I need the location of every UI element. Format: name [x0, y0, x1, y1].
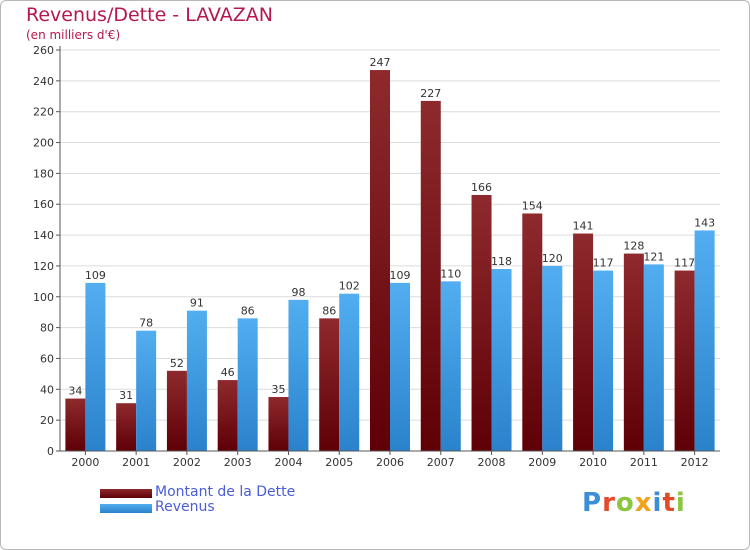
value-label-revenus: 109: [85, 269, 106, 282]
y-tick-label: 60: [40, 352, 54, 365]
x-tick-label: 2005: [325, 456, 353, 469]
value-label-revenus: 91: [190, 297, 204, 310]
bar-dette: [420, 100, 441, 452]
value-label-revenus: 109: [390, 269, 411, 282]
value-label-revenus: 110: [440, 267, 461, 280]
logo-letter: r: [602, 488, 616, 518]
bar-dette: [522, 213, 543, 451]
value-label-dette: 247: [370, 56, 391, 69]
bar-dette: [573, 233, 594, 451]
bar-revenus: [491, 269, 512, 451]
value-label-dette: 128: [623, 240, 644, 253]
value-label-dette: 35: [271, 383, 285, 396]
bar-dette: [166, 370, 187, 451]
x-tick-label: 2000: [71, 456, 99, 469]
x-tick-label: 2006: [376, 456, 404, 469]
bar-revenus: [593, 270, 614, 451]
bar-dette: [370, 70, 390, 452]
value-label-revenus: 143: [694, 216, 715, 229]
value-label-dette: 154: [522, 199, 543, 212]
value-label-dette: 117: [674, 257, 695, 270]
value-label-dette: 141: [573, 220, 594, 233]
bar-revenus: [643, 264, 664, 451]
y-tick-label: 200: [33, 137, 54, 150]
y-tick-label: 220: [33, 106, 54, 119]
value-label-dette: 52: [170, 357, 184, 370]
logo-letter: i: [652, 488, 663, 518]
bar-revenus: [288, 299, 309, 451]
legend-swatch-revenus: [100, 504, 152, 513]
axes: 0 20 40 60 80 100 120 140 160 180 200 220 240 260 2000…: [33, 44, 720, 469]
y-tick-label: 160: [33, 198, 54, 211]
legend-swatch-dette: [100, 489, 152, 498]
legend-label-revenus: Revenus: [155, 499, 215, 515]
value-label-dette: 166: [471, 181, 492, 194]
y-tick-label: 120: [33, 260, 54, 273]
y-tick-label: 140: [33, 229, 54, 242]
x-tick-label: 2012: [681, 456, 709, 469]
x-tick-label: 2009: [528, 456, 556, 469]
y-tick-label: 240: [33, 75, 54, 88]
value-label-dette: 46: [221, 366, 235, 379]
bar-revenus: [440, 281, 461, 451]
bar-revenus: [237, 318, 258, 451]
value-label-revenus: 98: [291, 286, 305, 299]
x-tick-label: 2007: [427, 456, 455, 469]
x-tick-label: 2004: [274, 456, 302, 469]
bar-revenus: [85, 282, 106, 451]
x-tick-label: 2003: [224, 456, 252, 469]
legend-label-dette: Montant de la Dette: [155, 484, 296, 500]
value-label-revenus: 117: [593, 257, 614, 270]
bar-revenus: [136, 330, 157, 451]
chart-title: Revenus/Dette - LAVAZAN: [26, 4, 274, 26]
logo-letter: t: [662, 488, 676, 518]
bar-dette: [674, 270, 695, 451]
bar-dette: [471, 194, 492, 451]
logo-letter: i: [675, 488, 686, 518]
proxiti-logo: Proxiti: [582, 488, 686, 518]
y-tick-label: 180: [33, 167, 54, 180]
logo-letter: P: [582, 488, 603, 518]
x-tick-label: 2001: [122, 456, 150, 469]
bar-dette: [116, 403, 137, 451]
value-label-revenus: 78: [139, 317, 153, 330]
value-label-revenus: 120: [542, 252, 563, 265]
bar-revenus: [694, 230, 715, 451]
y-tick-label: 100: [33, 291, 54, 304]
x-tick-label: 2011: [630, 456, 658, 469]
bar-dette: [65, 398, 86, 451]
value-label-revenus: 102: [339, 280, 360, 293]
bar-dette: [217, 380, 238, 451]
labels: 3410931785291468635988610224710922711016…: [68, 56, 715, 402]
value-label-dette: 86: [322, 304, 336, 317]
value-label-revenus: 118: [491, 255, 512, 268]
chart-subtitle: (en milliers d'€): [26, 28, 121, 42]
value-label-dette: 34: [68, 385, 82, 398]
value-label-dette: 31: [119, 389, 133, 402]
bar-revenus: [339, 293, 360, 451]
y-tick-label: 0: [47, 445, 54, 458]
bars: [65, 70, 715, 452]
bar-dette: [623, 253, 644, 451]
y-tick-label: 80: [40, 322, 54, 335]
bar-revenus: [390, 282, 410, 451]
y-tick-label: 20: [40, 414, 54, 427]
logo-letter: o: [615, 488, 635, 518]
x-tick-label: 2002: [173, 456, 201, 469]
value-label-revenus: 121: [643, 250, 664, 263]
bar-dette: [319, 318, 340, 451]
x-tick-label: 2010: [579, 456, 607, 469]
y-tick-label: 260: [33, 44, 54, 57]
bar-revenus: [186, 310, 207, 451]
y-tick-label: 40: [40, 383, 54, 396]
logo-letter: x: [634, 488, 653, 518]
bar-revenus: [542, 265, 563, 451]
value-label-revenus: 86: [241, 304, 255, 317]
value-label-dette: 227: [420, 87, 441, 100]
x-tick-label: 2008: [478, 456, 506, 469]
bar-dette: [268, 397, 289, 451]
